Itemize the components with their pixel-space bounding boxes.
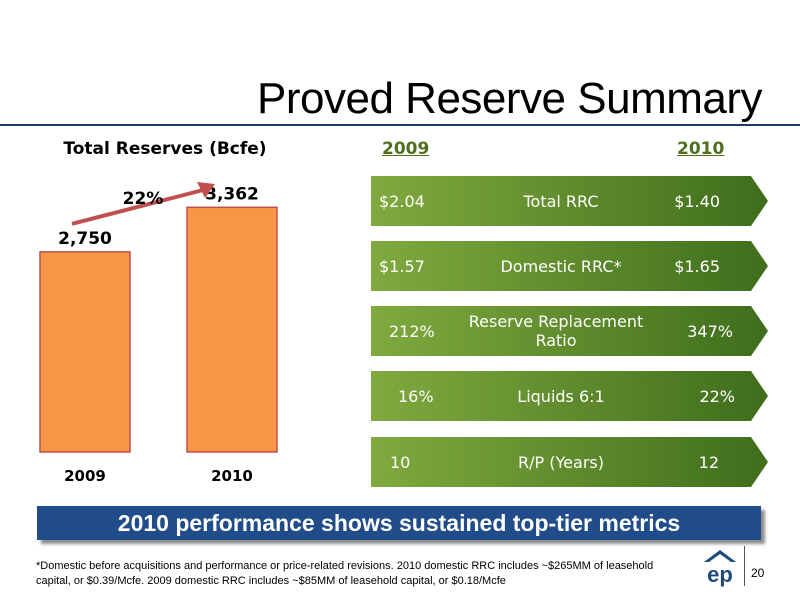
metric-label: Total RRC [523,191,599,211]
metric-reserve-replacement-ratio: 212% Reserve Replacement Ratio 347% [371,306,768,356]
metric-label: R/P (Years) [518,452,604,472]
metric-arrow-shape [371,176,768,226]
bar-value-label: 2,750 [58,229,112,249]
metric-reserve-life: 10 R/P (Years) 12 [371,437,768,487]
growth-arrow-head [197,182,215,198]
metric-value-2010: $1.40 [674,191,720,211]
metric-value-2009: 212% [389,321,435,341]
summary-banner-text: 2010 performance shows sustained top-tie… [117,509,681,536]
ep-logo-text: ep [707,562,733,587]
metric-liquids: 16% Liquids 6:1 22% [371,371,768,421]
x-tick-label: 2010 [211,467,253,485]
summary-banner: 2010 performance shows sustained top-tie… [37,506,761,540]
metric-total-rrc: $2.04 Total RRC $1.40 [371,176,768,226]
metric-value-2009: 16% [398,386,434,406]
metric-value-2010: 12 [698,452,719,472]
metric-arrow-shape [371,241,768,291]
page-number: 20 [751,566,765,580]
growth-arrow-line [71,187,208,226]
metric-value-2009: 10 [390,452,411,472]
metric-label: Liquids 6:1 [517,386,605,406]
logo-divider [744,546,745,586]
footnote: *Domestic before acquisitions and perfor… [36,560,654,587]
chart-title: Total Reserves (Bcfe) [63,139,267,159]
metric-arrow-shape [371,306,768,356]
column-header-2009: 2009 [382,139,430,159]
metric-label: Domestic RRC* [500,256,622,276]
bar-chart: 2,750 2009 3,362 2010 22% [39,182,278,485]
metric-arrow-shape [371,437,768,487]
metric-value-2010: 22% [699,386,735,406]
bar-2010 [186,206,278,453]
metric-label: Reserve Replacement Ratio [468,312,644,350]
metric-value-2010: $1.65 [674,256,720,276]
bar-2009 [39,251,131,453]
metric-value-2009: $2.04 [379,191,425,211]
metric-value-2009: $1.57 [379,256,425,276]
bar-value-label: 3,362 [205,184,259,204]
ep-logo: ep [704,550,736,587]
growth-label: 22% [123,189,164,209]
metric-value-2010: 347% [687,321,733,341]
column-header-2010: 2010 [677,139,725,159]
title-divider [0,124,800,126]
metric-domestic-rrc: $1.57 Domestic RRC* $1.65 [371,241,768,291]
metric-arrow-shape [371,371,768,421]
slide-title: Proved Reserve Summary [257,74,762,123]
x-tick-label: 2009 [64,467,106,485]
